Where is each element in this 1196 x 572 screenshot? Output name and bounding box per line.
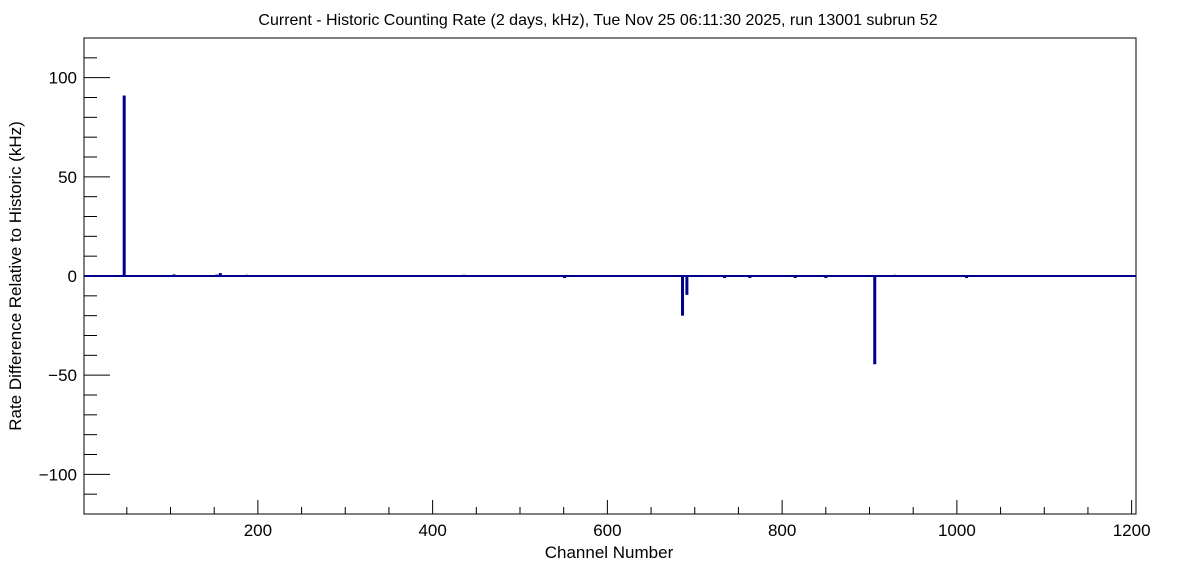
- x-tick-labels: 200 400 600 800 1000 1200: [244, 521, 1151, 540]
- data-bar: [681, 276, 685, 316]
- y-tick-label: 0: [68, 267, 77, 286]
- x-tick-label: 1000: [938, 521, 976, 540]
- x-tick-label: 800: [768, 521, 796, 540]
- x-tick-label: 600: [593, 521, 621, 540]
- y-tick-label: −100: [39, 465, 77, 484]
- minor-ticks: [84, 57, 1089, 514]
- data-bar: [218, 273, 222, 276]
- major-ticks: [84, 77, 1133, 514]
- chart-title: Current - Historic Counting Rate (2 days…: [258, 12, 937, 29]
- data-bar: [873, 276, 877, 365]
- y-tick-label: −50: [48, 366, 77, 385]
- y-tick-label: 100: [49, 69, 77, 88]
- y-axis-title: Rate Difference Relative to Historic (kH…: [6, 121, 25, 431]
- x-tick-label: 400: [418, 521, 446, 540]
- y-tick-label: 50: [58, 168, 77, 187]
- x-tick-label: 1200: [1113, 521, 1151, 540]
- data-series: [122, 95, 1038, 365]
- x-tick-label: 200: [244, 521, 272, 540]
- x-axis-title: Channel Number: [545, 543, 674, 562]
- data-bar: [122, 95, 126, 277]
- y-tick-labels: −100 −50 0 50 100: [39, 69, 77, 485]
- data-bar: [685, 276, 689, 295]
